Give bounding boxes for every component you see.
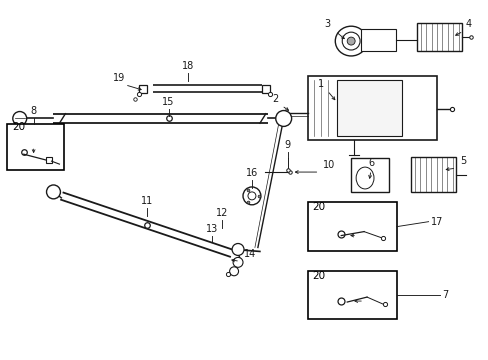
Circle shape <box>275 111 291 126</box>
Text: 9: 9 <box>284 140 290 150</box>
Text: 1: 1 <box>318 79 324 89</box>
Bar <box>307 76 436 140</box>
Bar <box>350 158 388 192</box>
Text: 18: 18 <box>182 61 194 71</box>
Circle shape <box>46 185 61 199</box>
Ellipse shape <box>342 32 359 50</box>
Text: 20: 20 <box>12 122 25 132</box>
Ellipse shape <box>335 26 366 56</box>
Text: 13: 13 <box>206 224 218 234</box>
Circle shape <box>233 257 243 267</box>
Text: 3: 3 <box>324 19 330 29</box>
Text: 4: 4 <box>464 19 470 29</box>
Text: 14: 14 <box>244 249 256 260</box>
Circle shape <box>13 112 27 125</box>
Text: 20: 20 <box>312 202 325 212</box>
Circle shape <box>232 243 244 255</box>
Bar <box>307 202 396 251</box>
Text: 10: 10 <box>323 160 335 170</box>
Text: 16: 16 <box>245 168 258 178</box>
Ellipse shape <box>346 37 354 45</box>
Text: 12: 12 <box>216 208 228 218</box>
Bar <box>307 271 396 319</box>
Circle shape <box>247 192 255 200</box>
Text: 2: 2 <box>272 94 278 104</box>
Circle shape <box>243 187 260 205</box>
Text: 17: 17 <box>429 217 442 227</box>
Text: 7: 7 <box>442 290 448 300</box>
Text: 20: 20 <box>312 271 325 281</box>
Circle shape <box>229 267 238 276</box>
Bar <box>360 29 395 51</box>
Text: 6: 6 <box>367 158 373 168</box>
Bar <box>7 125 64 170</box>
Bar <box>410 157 455 192</box>
Text: 8: 8 <box>31 107 37 117</box>
Bar <box>416 23 461 51</box>
Text: 5: 5 <box>459 156 466 166</box>
Bar <box>337 80 401 136</box>
Ellipse shape <box>355 167 373 189</box>
Text: 19: 19 <box>113 73 125 83</box>
Text: 11: 11 <box>141 196 153 206</box>
Text: 15: 15 <box>162 96 174 107</box>
